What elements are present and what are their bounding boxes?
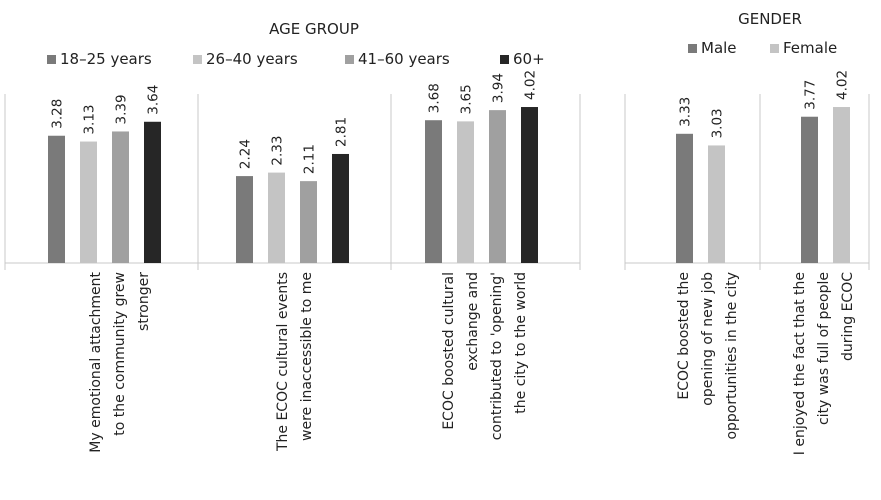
bar bbox=[801, 116, 818, 263]
category-label: My emotional attachment bbox=[88, 271, 104, 452]
value-labels: 3.28 2.24 3.68 3.13 2.33 3.65 3.39 2.11 3.94 3.64… bbox=[50, 70, 851, 174]
category-labels: My emotional attachment to the community … bbox=[88, 271, 856, 455]
legend-swatch bbox=[688, 44, 697, 53]
legend-label: 60+ bbox=[513, 50, 545, 68]
bar bbox=[48, 135, 65, 263]
value-label: 3.03 bbox=[710, 108, 726, 138]
category-label: opportunities in the city bbox=[724, 272, 740, 440]
category-label: ECOC boosted the bbox=[676, 272, 692, 400]
bar bbox=[80, 141, 97, 263]
value-label: 3.77 bbox=[803, 80, 819, 110]
legend-age-group: 18–25 years 26–40 years 41–60 years 60+ bbox=[47, 50, 545, 68]
category-label: opening of new job bbox=[700, 272, 716, 406]
category-label: The ECOC cultural events bbox=[275, 272, 291, 452]
bar bbox=[676, 133, 693, 263]
legend-swatch bbox=[770, 44, 779, 53]
value-label: 3.64 bbox=[146, 85, 162, 115]
value-label: 2.11 bbox=[302, 144, 318, 174]
value-label: 4.02 bbox=[523, 70, 539, 100]
bar bbox=[521, 107, 538, 263]
legend-swatch bbox=[500, 55, 509, 64]
bar bbox=[708, 145, 725, 263]
value-label: 3.13 bbox=[82, 104, 98, 134]
chart-title-age-group: AGE GROUP bbox=[269, 20, 359, 38]
legend-gender: Male Female bbox=[688, 39, 837, 57]
value-label: 3.65 bbox=[459, 84, 475, 114]
bar bbox=[112, 131, 129, 263]
bar bbox=[268, 172, 285, 263]
chart-title-gender: GENDER bbox=[738, 10, 802, 28]
value-label: 3.68 bbox=[427, 83, 443, 113]
value-label: 2.33 bbox=[270, 136, 286, 166]
legend-swatch bbox=[193, 55, 202, 64]
legend-swatch bbox=[47, 55, 56, 64]
axes bbox=[4, 94, 870, 270]
bar bbox=[833, 107, 850, 263]
category-label: stronger bbox=[136, 272, 152, 331]
bar bbox=[425, 120, 442, 263]
category-label: to the community grew bbox=[112, 272, 128, 436]
value-label: 3.94 bbox=[491, 73, 507, 103]
category-label: exchange and bbox=[465, 272, 481, 371]
category-label: contributed to 'opening' bbox=[489, 272, 505, 440]
category-label: were inaccessible to me bbox=[299, 272, 315, 441]
bar bbox=[300, 181, 317, 263]
category-label: the city to the world bbox=[513, 272, 529, 414]
bar bbox=[457, 121, 474, 263]
value-label: 2.81 bbox=[334, 117, 350, 147]
legend-label: 41–60 years bbox=[358, 50, 450, 68]
legend-label: 26–40 years bbox=[206, 50, 298, 68]
value-label: 3.39 bbox=[114, 94, 130, 124]
category-label: during ECOC bbox=[840, 272, 856, 361]
value-label: 3.28 bbox=[50, 99, 66, 129]
legend-label: 18–25 years bbox=[60, 50, 152, 68]
bar bbox=[236, 176, 253, 263]
legend-label: Female bbox=[783, 39, 837, 57]
value-label: 3.33 bbox=[678, 97, 694, 127]
bar bbox=[332, 153, 349, 263]
category-label: I enjoyed the fact that the bbox=[792, 272, 808, 455]
legend-swatch bbox=[345, 55, 354, 64]
value-label: 2.24 bbox=[238, 139, 254, 169]
value-label: 4.02 bbox=[835, 70, 851, 100]
bar bbox=[489, 110, 506, 264]
category-label: city was full of people bbox=[816, 272, 832, 425]
category-label: ECOC boosted cultural bbox=[441, 272, 457, 430]
legend-label: Male bbox=[701, 39, 737, 57]
bars bbox=[48, 107, 850, 264]
bar bbox=[144, 121, 161, 263]
